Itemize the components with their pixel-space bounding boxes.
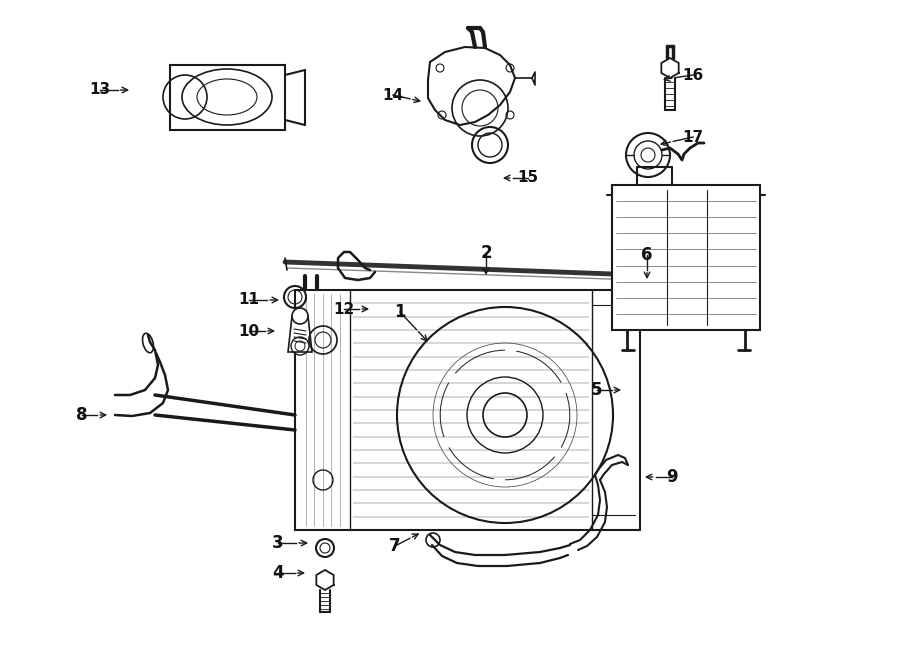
Text: 5: 5 (591, 381, 603, 399)
Text: 10: 10 (238, 323, 259, 338)
Text: 4: 4 (272, 564, 284, 582)
Text: 7: 7 (389, 537, 400, 555)
Text: 13: 13 (89, 83, 111, 98)
Polygon shape (612, 185, 760, 330)
Text: 3: 3 (272, 534, 284, 552)
Text: 2: 2 (481, 244, 491, 262)
Text: 12: 12 (333, 301, 355, 317)
Text: 16: 16 (682, 67, 704, 83)
Text: 9: 9 (666, 468, 678, 486)
Text: 17: 17 (682, 130, 704, 145)
Text: 1: 1 (394, 303, 406, 321)
Text: 15: 15 (518, 171, 538, 186)
Polygon shape (170, 65, 285, 130)
Circle shape (292, 308, 308, 324)
Text: 14: 14 (382, 87, 403, 102)
Text: 11: 11 (238, 293, 259, 307)
Text: 6: 6 (641, 246, 652, 264)
Polygon shape (288, 316, 312, 352)
Text: 8: 8 (76, 406, 88, 424)
